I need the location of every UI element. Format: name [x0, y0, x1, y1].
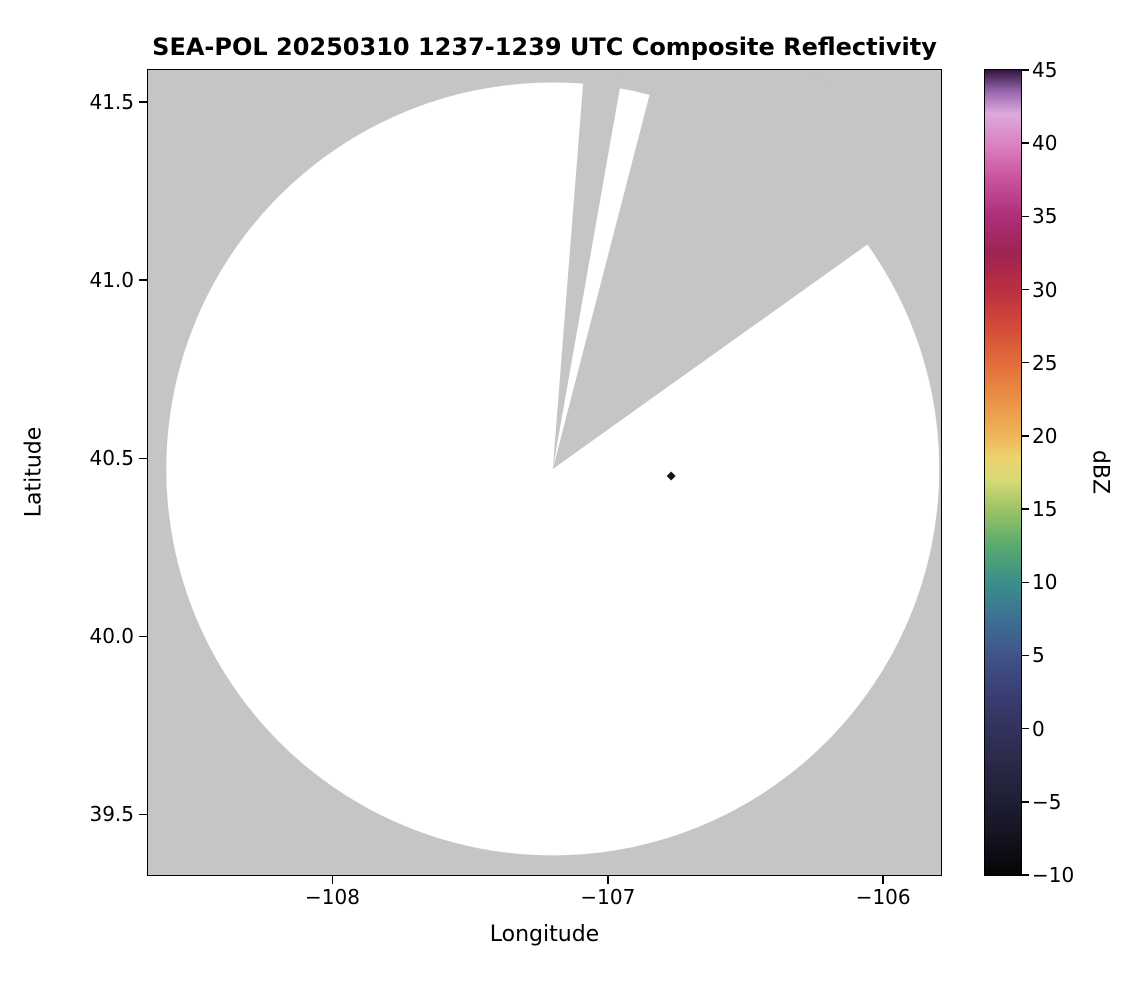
colorbar-tick-mark: [1022, 508, 1029, 510]
colorbar-tick-label: 10: [1032, 570, 1058, 595]
chart-title: SEA-POL 20250310 1237-1239 UTC Composite…: [152, 33, 937, 61]
y-tick-label: 41.0: [89, 268, 134, 293]
colorbar: [984, 69, 1022, 876]
blocked-sectors: [552, 70, 941, 469]
colorbar-tick-label: −5: [1032, 789, 1062, 814]
x-axis-label: Longitude: [489, 922, 600, 947]
colorbar-tick-mark: [1022, 727, 1029, 730]
colorbar-tick-label: 5: [1032, 643, 1045, 668]
y-tick-mark: [139, 813, 147, 816]
colorbar-tick-mark: [1022, 874, 1029, 876]
y-tick-mark: [139, 635, 147, 638]
x-tick-mark: [607, 876, 609, 884]
colorbar-tick-mark: [1022, 288, 1029, 291]
colorbar-tick-label: 0: [1032, 716, 1045, 741]
colorbar-tick-mark: [1022, 801, 1029, 803]
plot-area: [147, 69, 942, 876]
colorbar-label: dBZ: [1087, 449, 1113, 495]
y-tick-label: 40.5: [89, 446, 134, 471]
colorbar-tick-mark: [1022, 69, 1029, 71]
y-tick-mark: [139, 457, 147, 459]
colorbar-tick-mark: [1022, 435, 1029, 437]
y-tick-label: 41.5: [89, 90, 134, 115]
colorbar-tick-label: 40: [1032, 131, 1058, 156]
colorbar-tick-mark: [1022, 581, 1029, 584]
x-tick-label: −106: [855, 885, 911, 909]
y-tick-label: 39.5: [89, 802, 134, 827]
colorbar-tick-mark: [1022, 142, 1029, 144]
y-tick-mark: [139, 279, 147, 281]
radar-map: [148, 70, 941, 875]
colorbar-tick-mark: [1022, 654, 1029, 657]
colorbar-tick-label: −10: [1032, 863, 1075, 887]
colorbar-tick-label: 25: [1032, 350, 1058, 375]
y-tick-mark: [139, 101, 147, 103]
y-tick-label: 40.0: [89, 624, 134, 649]
colorbar-tick-label: 45: [1032, 58, 1058, 82]
colorbar-tick-label: 20: [1032, 423, 1058, 448]
x-tick-label: −107: [580, 885, 636, 909]
x-tick-mark: [331, 876, 334, 884]
x-tick-mark: [882, 876, 884, 884]
colorbar-tick-label: 15: [1032, 497, 1058, 522]
colorbar-tick-label: 35: [1032, 204, 1058, 229]
colorbar-tick-mark: [1022, 361, 1029, 364]
x-tick-label: −108: [305, 885, 360, 909]
blocked-sector: [552, 70, 941, 469]
radar-echo-marker: [666, 471, 676, 481]
colorbar-tick-mark: [1022, 215, 1029, 218]
y-axis-label: Latitude: [21, 426, 47, 518]
blocked-sector: [552, 70, 624, 469]
colorbar-tick-label: 30: [1032, 277, 1058, 302]
